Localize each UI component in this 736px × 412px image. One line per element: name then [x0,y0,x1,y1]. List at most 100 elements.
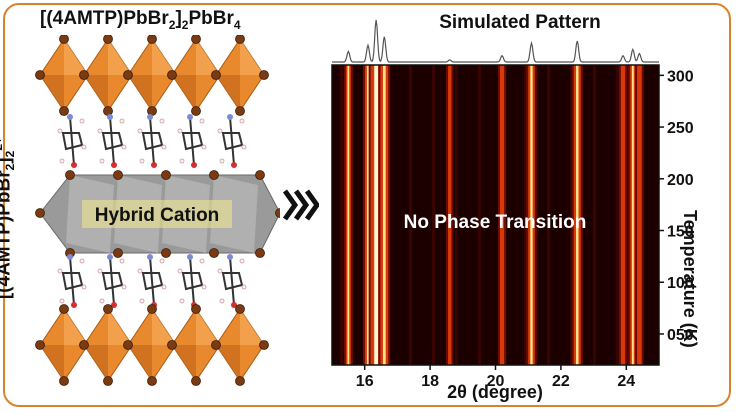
hydrogen-atom [179,158,185,164]
octahedron-face [240,39,264,75]
hydrogen-atom [179,298,185,304]
hydrogen-atom [239,258,245,264]
peak-stripe-core [366,65,370,365]
organic-bond [69,256,75,306]
br-atom [79,340,89,350]
simulated-pattern-trace [332,19,659,63]
hydrogen-atom [119,258,125,264]
hydrogen-atom [57,268,63,274]
hydrogen-atom [59,158,65,164]
hydrogen-atom [161,284,167,290]
hydrogen-atom [177,268,183,274]
nitrogen-atom [227,254,233,260]
br-atom [65,170,75,180]
heteroatom [71,302,77,308]
hydrogen-atom [137,128,143,134]
background-band [432,65,435,365]
heteroatom [111,162,117,168]
temperature-xrd-heatmap: Simulated Pattern 16 18 20 22 24 300 250 200 15… [331,12,694,402]
y-axis-label: Temperature (K) [680,210,700,348]
br-atom [103,35,113,44]
hydrogen-atom [201,284,207,290]
background-band [340,65,343,365]
bottom-organic-chains [57,254,247,308]
bottom-octahedra-layer [35,304,269,386]
hydrogen-atom [137,268,143,274]
nitrogen-atom [107,254,113,260]
br-atom [147,376,157,386]
background-band [570,65,573,365]
x-axis-ticks: 16 18 20 22 24 [356,365,635,390]
hybrid-cation-label: Hybrid Cation [95,205,220,226]
background-band [409,65,412,365]
heteroatom [111,302,117,308]
hydrogen-atom [81,284,87,290]
peak-stripe [637,65,642,365]
peak-stripe-core [382,65,386,365]
br-atom [35,340,45,350]
nitrogen-atom [187,114,193,120]
hybrid-label-highlight [82,200,232,228]
octahedron-face [196,39,220,75]
peak-stripe-core [374,65,379,365]
br-atom [191,106,201,116]
background-band [547,65,550,365]
hydrogen-atom [241,144,247,150]
octahedron-face [172,75,196,111]
hydrogen-atom [219,298,225,304]
hydrogen-atom [199,118,205,124]
nitrogen-atom [147,114,153,120]
x-tick-label: 24 [617,373,635,390]
octahedron-face [128,75,152,111]
nitrogen-atom [147,254,153,260]
br-atom [191,376,201,386]
hydrogen-atom [79,258,85,264]
organic-ring [221,132,244,151]
br-atom [59,304,69,314]
top-octahedra-layer [35,35,269,116]
octahedron-face [196,309,220,345]
br-atom [191,35,201,44]
x-axis-label: 2θ (degree) [447,382,543,402]
octahedron-face [40,345,64,381]
organic-ring [181,132,204,151]
octahedron-face [172,345,196,381]
br-atom [113,170,123,180]
hydrogen-atom [159,118,165,124]
br-atom [209,248,219,258]
crystal-structure-diagram: Hybrid Cation [35,35,280,386]
peak-stripe-core [530,65,533,365]
hydrogen-atom [217,128,223,134]
octahedron-face [40,75,64,111]
br-atom [191,304,201,314]
octahedron-face [216,75,240,111]
nitrogen-atom [227,114,233,120]
peak-stripe [499,65,505,365]
octahedron-face [108,309,132,345]
hydrogen-atom [177,128,183,134]
organic-bond [109,256,115,306]
hydrogen-atom [99,298,105,304]
br-atom [103,106,113,116]
x-tick-label: 18 [421,373,439,390]
hydrogen-atom [99,158,105,164]
y-tick-label: 200 [667,172,694,189]
octahedron-face [128,345,152,381]
br-atom [161,170,171,180]
peak-stripe-core [576,65,579,365]
octahedron-face [152,39,176,75]
top-organic-chains [57,114,247,168]
background-band [524,65,527,365]
organic-ring [141,132,164,151]
hydrogen-atom [119,118,125,124]
hydrogen-atom [97,268,103,274]
x-tick-label: 20 [487,373,505,390]
br-atom [211,340,221,350]
hydrogen-atom [57,128,63,134]
background-band [616,65,619,365]
peak-stripe [448,65,452,365]
nitrogen-atom [187,254,193,260]
br-atom [103,376,113,386]
y-tick-label: 050 [667,327,694,344]
br-atom [123,70,133,80]
